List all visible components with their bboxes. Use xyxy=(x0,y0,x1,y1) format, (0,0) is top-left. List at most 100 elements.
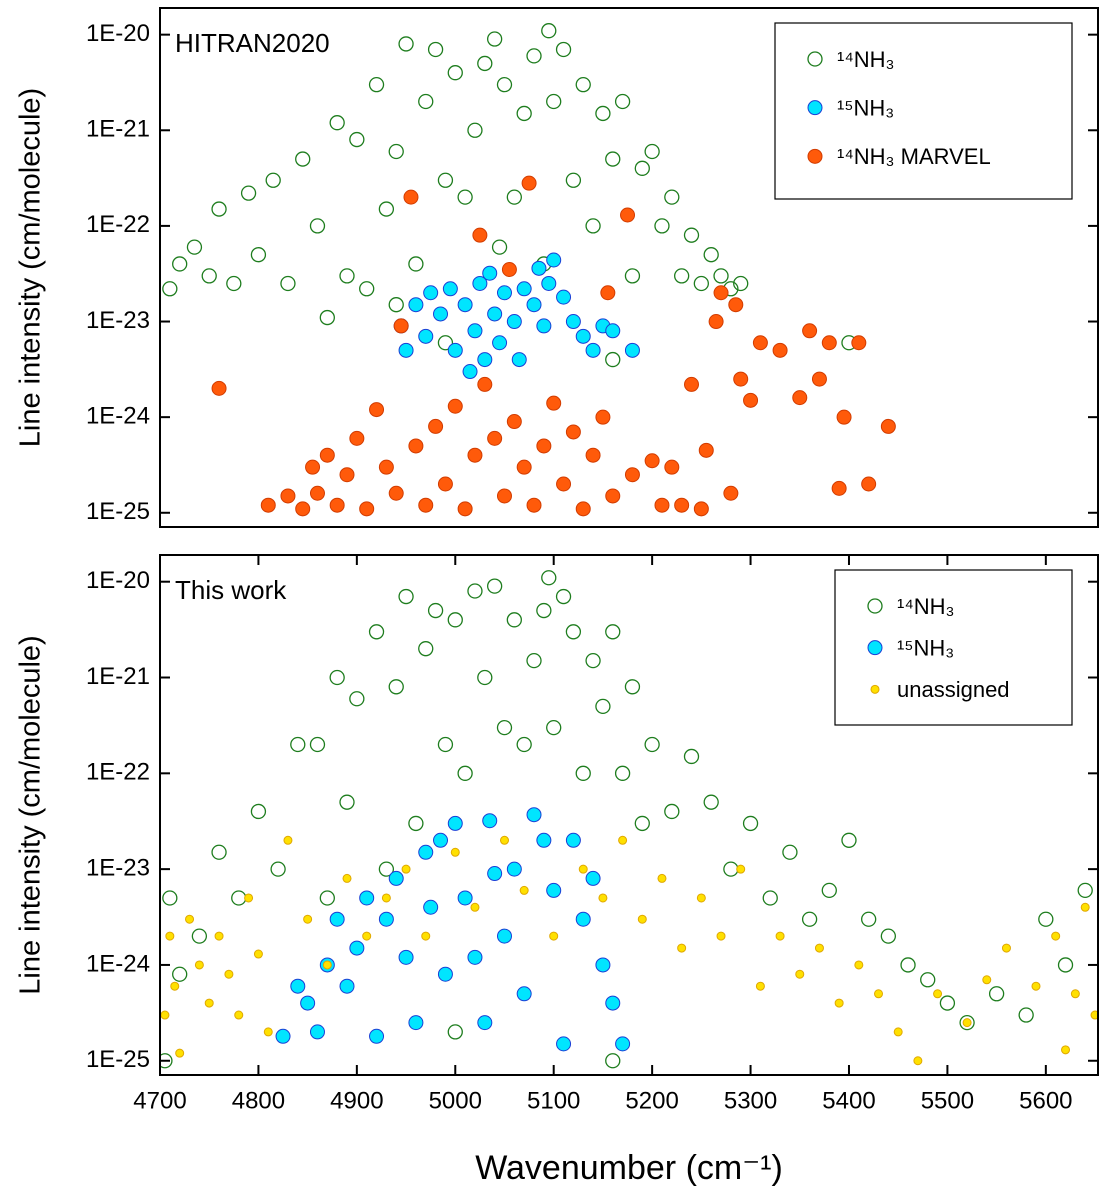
data-point xyxy=(437,172,454,188)
data-point xyxy=(541,570,557,586)
data-point xyxy=(913,1056,923,1066)
data-point xyxy=(834,998,844,1008)
data-point xyxy=(309,485,325,501)
data-point xyxy=(821,882,837,899)
data-point xyxy=(234,1010,244,1020)
data-point xyxy=(162,890,178,906)
data-point xyxy=(654,497,670,513)
data-point xyxy=(546,719,562,736)
y-tick-label: 1E-21 xyxy=(86,663,150,690)
data-point xyxy=(437,966,453,982)
data-point xyxy=(253,949,263,959)
data-point xyxy=(600,285,616,301)
data-point xyxy=(160,1010,170,1020)
data-point xyxy=(433,306,449,322)
data-point xyxy=(693,501,709,517)
data-point xyxy=(290,736,306,753)
data-point xyxy=(526,48,542,64)
data-point xyxy=(457,297,473,313)
data-point xyxy=(637,914,647,924)
data-point xyxy=(214,931,224,941)
data-point xyxy=(457,189,473,205)
y-tick-label: 1E-24 xyxy=(86,950,150,977)
data-point xyxy=(565,172,582,188)
data-point xyxy=(743,392,759,408)
data-point xyxy=(1001,943,1011,953)
data-point xyxy=(1070,989,1080,999)
data-point xyxy=(585,447,601,463)
legend-marker xyxy=(870,684,880,694)
data-point xyxy=(160,1053,173,1069)
data-point xyxy=(703,794,719,810)
x-tick-label: 4700 xyxy=(133,1087,186,1114)
data-point xyxy=(388,870,404,886)
data-point xyxy=(595,409,611,425)
data-point xyxy=(733,371,749,387)
data-point xyxy=(624,679,641,695)
data-point xyxy=(836,409,852,425)
data-point xyxy=(368,624,385,640)
data-point xyxy=(851,335,867,351)
data-point xyxy=(428,418,444,434)
data-point xyxy=(900,957,916,973)
data-point xyxy=(329,911,345,927)
data-point xyxy=(339,794,355,810)
data-point xyxy=(762,890,778,906)
data-point xyxy=(831,480,847,496)
data-point xyxy=(605,624,621,640)
data-point xyxy=(506,861,522,877)
data-point xyxy=(716,931,726,941)
data-point xyxy=(519,885,529,895)
data-point xyxy=(349,940,365,956)
data-point xyxy=(683,227,700,243)
y-tick-label: 1E-22 xyxy=(86,211,150,238)
data-point xyxy=(467,949,483,965)
data-point xyxy=(477,352,493,368)
data-point xyxy=(755,981,765,991)
data-point xyxy=(526,652,542,669)
y-tick-label: 1E-21 xyxy=(86,116,150,143)
data-point xyxy=(644,143,660,160)
y-tick-label: 1E-22 xyxy=(86,759,150,786)
data-point xyxy=(319,890,335,906)
data-point xyxy=(462,364,478,380)
data-point xyxy=(423,285,439,301)
data-point xyxy=(303,914,313,924)
data-point xyxy=(447,398,463,414)
data-point xyxy=(854,960,864,970)
data-point xyxy=(674,497,690,513)
data-point xyxy=(605,151,621,167)
data-point xyxy=(204,998,214,1008)
data-point xyxy=(541,23,557,39)
data-point xyxy=(260,497,276,513)
y-axis-label: Line intensity (cm/molecule) xyxy=(15,635,47,994)
data-point xyxy=(185,914,195,924)
data-point xyxy=(516,281,532,297)
data-point xyxy=(487,866,503,882)
data-point xyxy=(349,691,365,707)
data-point xyxy=(624,268,641,284)
data-point xyxy=(447,65,463,81)
data-point xyxy=(368,77,385,93)
data-point xyxy=(290,978,306,994)
x-tick-label: 5400 xyxy=(822,1087,875,1114)
data-point xyxy=(496,488,512,504)
data-point xyxy=(526,497,542,513)
plot-area xyxy=(162,23,896,517)
data-point xyxy=(423,899,439,915)
data-point xyxy=(742,815,759,832)
data-point xyxy=(349,131,365,148)
data-point xyxy=(398,342,414,358)
data-point xyxy=(1038,911,1054,927)
data-point xyxy=(595,698,611,715)
data-point xyxy=(211,201,227,217)
data-point xyxy=(624,342,640,358)
data-point xyxy=(511,352,527,368)
data-point xyxy=(683,748,700,765)
data-point xyxy=(556,1036,572,1052)
data-point xyxy=(565,624,582,640)
data-point xyxy=(541,275,557,291)
data-point xyxy=(585,870,601,886)
data-point xyxy=(319,447,335,463)
